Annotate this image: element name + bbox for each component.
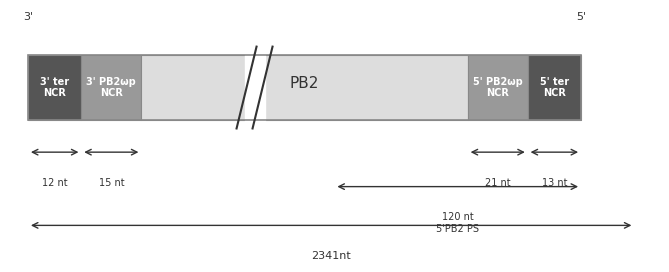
Text: 3': 3' [23,12,33,22]
Text: 12 nt: 12 nt [42,178,68,188]
Text: 2341nt: 2341nt [311,251,351,261]
Text: 13 nt: 13 nt [542,178,567,188]
FancyBboxPatch shape [528,55,581,120]
FancyBboxPatch shape [468,55,528,120]
Text: 5' ter
NCR: 5' ter NCR [540,77,569,98]
Text: 15 nt: 15 nt [98,178,124,188]
Text: 3' ter
NCR: 3' ter NCR [40,77,70,98]
Text: 5': 5' [576,12,586,22]
Text: 3' PB2ωp
NCR: 3' PB2ωp NCR [86,77,136,98]
FancyBboxPatch shape [82,55,141,120]
Text: 21 nt: 21 nt [485,178,510,188]
Text: PB2: PB2 [290,76,319,91]
Text: 120 nt
5'PB2 PS: 120 nt 5'PB2 PS [436,212,479,234]
FancyBboxPatch shape [141,55,468,120]
Text: 5' PB2ωp
NCR: 5' PB2ωp NCR [473,77,522,98]
FancyBboxPatch shape [28,55,82,120]
